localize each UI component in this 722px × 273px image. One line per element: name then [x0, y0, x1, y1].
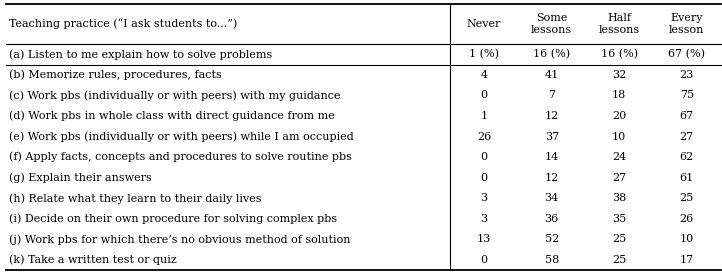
Text: (f) Apply facts, concepts and procedures to solve routine pbs: (f) Apply facts, concepts and procedures… — [9, 152, 352, 162]
Text: 67: 67 — [679, 111, 694, 121]
Text: Half
lessons: Half lessons — [599, 13, 640, 35]
Text: 10: 10 — [612, 132, 627, 142]
Text: 25: 25 — [612, 255, 627, 265]
Text: (h) Relate what they learn to their daily lives: (h) Relate what they learn to their dail… — [9, 193, 262, 204]
Text: 35: 35 — [612, 214, 627, 224]
Text: 0: 0 — [481, 90, 487, 100]
Text: Some
lessons: Some lessons — [531, 13, 573, 35]
Text: 37: 37 — [544, 132, 559, 142]
Text: 7: 7 — [548, 90, 555, 100]
Text: 62: 62 — [679, 152, 694, 162]
Text: 32: 32 — [612, 70, 627, 80]
Text: (c) Work pbs (individually or with peers) with my guidance: (c) Work pbs (individually or with peers… — [9, 90, 341, 101]
Text: 12: 12 — [544, 173, 559, 183]
Text: (j) Work pbs for which there’s no obvious method of solution: (j) Work pbs for which there’s no obviou… — [9, 234, 351, 245]
Text: 16 (%): 16 (%) — [601, 49, 638, 60]
Text: 26: 26 — [679, 214, 694, 224]
Text: 38: 38 — [612, 193, 627, 203]
Text: (k) Take a written test or quiz: (k) Take a written test or quiz — [9, 255, 177, 265]
Text: 26: 26 — [477, 132, 491, 142]
Text: 27: 27 — [612, 173, 626, 183]
Text: 3: 3 — [481, 193, 487, 203]
Text: 12: 12 — [544, 111, 559, 121]
Text: 75: 75 — [679, 90, 694, 100]
Text: (e) Work pbs (individually or with peers) while I am occupied: (e) Work pbs (individually or with peers… — [9, 131, 354, 142]
Text: 10: 10 — [679, 235, 694, 244]
Text: 34: 34 — [544, 193, 559, 203]
Text: (b) Memorize rules, procedures, facts: (b) Memorize rules, procedures, facts — [9, 70, 222, 80]
Text: 25: 25 — [612, 235, 627, 244]
Text: 0: 0 — [481, 152, 487, 162]
Text: 58: 58 — [544, 255, 559, 265]
Text: 0: 0 — [481, 255, 487, 265]
Text: Teaching practice (“I ask students to...”): Teaching practice (“I ask students to...… — [9, 19, 238, 29]
Text: 27: 27 — [679, 132, 694, 142]
Text: Every
lesson: Every lesson — [669, 13, 705, 35]
Text: 24: 24 — [612, 152, 627, 162]
Text: 16 (%): 16 (%) — [533, 49, 570, 60]
Text: 4: 4 — [481, 70, 487, 80]
Text: 67 (%): 67 (%) — [669, 49, 705, 60]
Text: 1 (%): 1 (%) — [469, 49, 499, 60]
Text: 18: 18 — [612, 90, 627, 100]
Text: 52: 52 — [544, 235, 559, 244]
Text: Never: Never — [467, 19, 501, 29]
Text: 61: 61 — [679, 173, 694, 183]
Text: 1: 1 — [481, 111, 487, 121]
Text: 14: 14 — [544, 152, 559, 162]
Text: 36: 36 — [544, 214, 559, 224]
Text: 3: 3 — [481, 214, 487, 224]
Text: 20: 20 — [612, 111, 627, 121]
Text: 17: 17 — [679, 255, 694, 265]
Text: (d) Work pbs in whole class with direct guidance from me: (d) Work pbs in whole class with direct … — [9, 111, 335, 121]
Text: (g) Explain their answers: (g) Explain their answers — [9, 173, 152, 183]
Text: (i) Decide on their own procedure for solving complex pbs: (i) Decide on their own procedure for so… — [9, 213, 337, 224]
Text: 41: 41 — [544, 70, 559, 80]
Text: 23: 23 — [679, 70, 694, 80]
Text: 13: 13 — [477, 235, 491, 244]
Text: 0: 0 — [481, 173, 487, 183]
Text: (a) Listen to me explain how to solve problems: (a) Listen to me explain how to solve pr… — [9, 49, 273, 60]
Text: 25: 25 — [679, 193, 694, 203]
